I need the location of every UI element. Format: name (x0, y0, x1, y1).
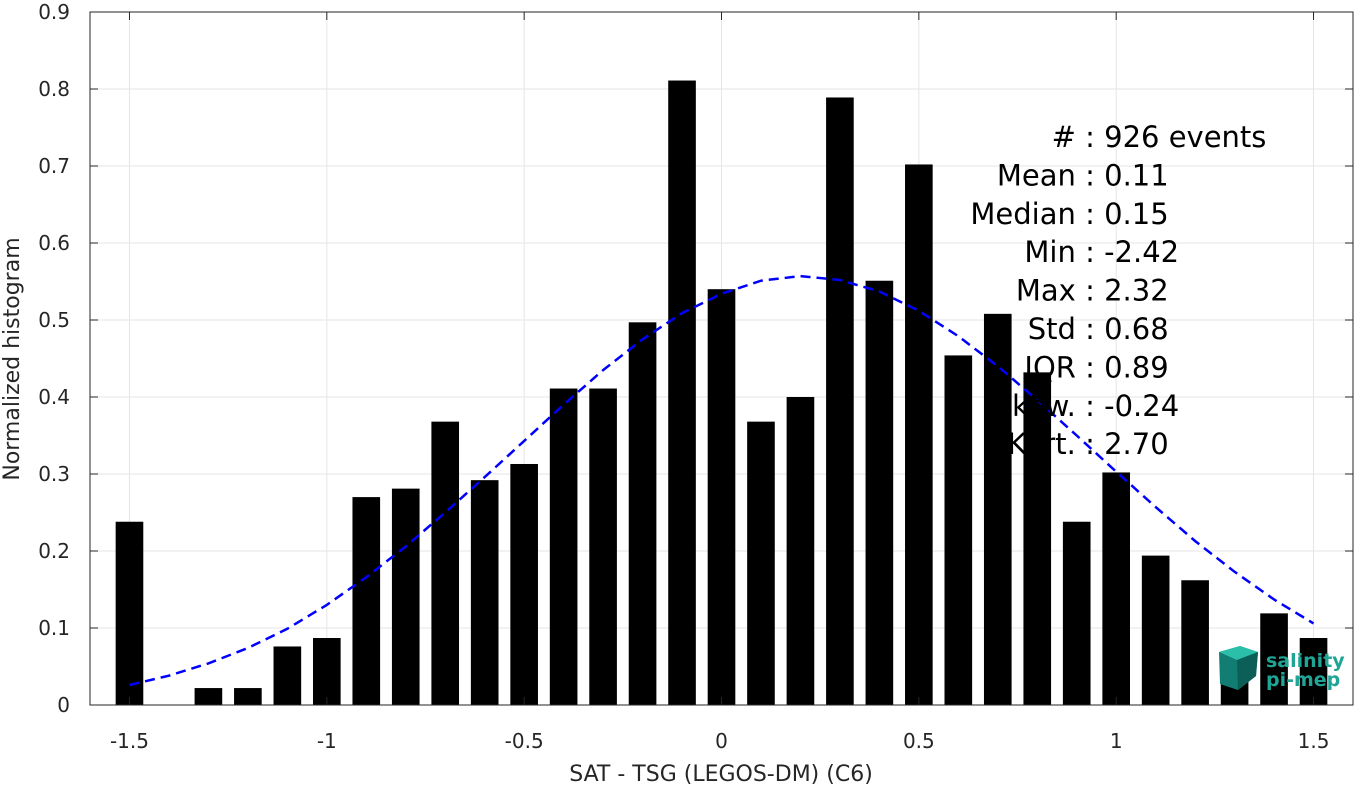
tick-labels: -1.5 -1 -0.5 0 0.5 1 1.5 0 0.1 0.2 0.3 0.4 0.5 0.6 0.7… (38, 0, 1329, 753)
stat-value: 0.15 (1095, 197, 1169, 231)
y-tick-label: 0.8 (38, 77, 70, 101)
stat-row: Min : -2.42 (1024, 235, 1179, 269)
histogram-bar (983, 313, 1012, 705)
stat-row: Mean : 0.11 (997, 158, 1169, 192)
x-axis-title: SAT - TSG (LEGOS-DM) (C6) (569, 762, 873, 785)
stat-label: Std (1028, 312, 1085, 346)
histogram-bar (391, 488, 420, 705)
salinity-pimep-logo: salinity pi-mep (1219, 646, 1345, 691)
histogram-bars (115, 80, 1328, 706)
histogram-bar (826, 97, 854, 706)
stat-value: 0.68 (1095, 312, 1169, 346)
histogram-bar (1062, 521, 1091, 705)
histogram-bar (1181, 580, 1209, 705)
stat-separator: : (1085, 120, 1095, 154)
y-tick-label: 0 (57, 693, 70, 717)
stat-separator: : (1085, 312, 1095, 346)
stat-row: IQR : 0.89 (1024, 350, 1168, 384)
y-axis-title: Normalized histogram (0, 237, 25, 480)
y-tick-label: 0.6 (38, 231, 70, 255)
stat-row: Max : 2.32 (1016, 274, 1169, 308)
histogram-bar (707, 289, 736, 705)
stat-label: Min (1024, 235, 1085, 269)
stat-row: # : 926 events (1052, 120, 1267, 154)
stat-value: 2.70 (1095, 427, 1169, 461)
y-tick-label: 0.4 (38, 385, 70, 409)
x-tick-label: 1.5 (1298, 729, 1330, 753)
histogram-bar (234, 688, 262, 705)
y-tick-label: 0.7 (38, 154, 70, 178)
stat-value: 0.89 (1095, 350, 1169, 384)
stat-value: 926 events (1095, 120, 1267, 154)
y-tick-label: 0.3 (38, 462, 70, 486)
histogram-bar (1299, 638, 1328, 705)
stat-separator: : (1085, 235, 1095, 269)
y-tick-label: 0.1 (38, 616, 70, 640)
stat-separator: : (1085, 274, 1095, 308)
histogram-bar (470, 480, 499, 705)
stat-value: 0.11 (1095, 158, 1169, 192)
histogram-bar (786, 397, 815, 705)
histogram-bar (1141, 555, 1170, 705)
stat-label: Max (1016, 274, 1085, 308)
stat-separator: : (1085, 197, 1095, 231)
stat-label: Kurt. (1007, 427, 1085, 461)
histogram-bar (273, 646, 302, 705)
stat-separator: : (1085, 389, 1095, 423)
cube-logo-icon (1219, 646, 1258, 690)
histogram-bar (431, 421, 460, 705)
axes (89, 11, 1354, 706)
histogram-bar (115, 521, 144, 705)
histogram-bar (352, 497, 381, 705)
statistics-panel: # : 926 events Mean : 0.11 Median : 0.15 Mi… (970, 120, 1266, 461)
stat-separator: : (1085, 427, 1095, 461)
histogram-bar (589, 388, 617, 705)
stat-row: Std : 0.68 (1028, 312, 1169, 346)
stat-row: Kurt. : 2.70 (1007, 427, 1168, 461)
x-tick-label: 1 (1110, 729, 1123, 753)
stat-separator: : (1085, 350, 1095, 384)
stat-value: -2.42 (1095, 235, 1179, 269)
stat-label: # (1052, 120, 1086, 154)
stat-value: -0.24 (1095, 389, 1179, 423)
stat-row: Skew. : -0.24 (994, 389, 1180, 423)
y-tick-label: 0.2 (38, 539, 70, 563)
x-tick-label: 0 (715, 729, 728, 753)
stat-value: 2.32 (1095, 274, 1169, 308)
logo-text-line2: pi-mep (1266, 669, 1340, 691)
y-tick-label: 0.9 (38, 0, 70, 24)
histogram-bar (747, 421, 775, 705)
histogram-bar (1102, 472, 1131, 705)
gaussian-fit-line (129, 274, 1315, 687)
stat-label: Skew. (994, 389, 1086, 423)
x-tick-label: -1 (317, 729, 337, 753)
histogram-bar (628, 322, 657, 705)
histogram-bar (549, 388, 578, 705)
x-tick-label: -0.5 (505, 729, 544, 753)
stat-separator: : (1085, 158, 1095, 192)
histogram-bar (510, 463, 538, 705)
histogram-bar (312, 638, 341, 705)
stat-label: Median (970, 197, 1085, 231)
histogram-bar (944, 355, 973, 705)
histogram-bar (905, 164, 933, 705)
histogram-bar (865, 280, 894, 705)
y-tick-label: 0.5 (38, 308, 70, 332)
logo-text-line1: salinity (1266, 650, 1345, 672)
histogram-bar (1023, 372, 1052, 705)
histogram-bar (194, 688, 223, 705)
stat-label: IQR (1024, 350, 1085, 384)
histogram-bar (668, 80, 696, 705)
stat-label: Mean (997, 158, 1085, 192)
x-tick-label: -1.5 (110, 729, 149, 753)
stat-row: Median : 0.15 (970, 197, 1168, 231)
x-tick-label: 0.5 (903, 729, 935, 753)
gaussian-fit (129, 274, 1315, 687)
histogram-bar (1260, 613, 1288, 705)
